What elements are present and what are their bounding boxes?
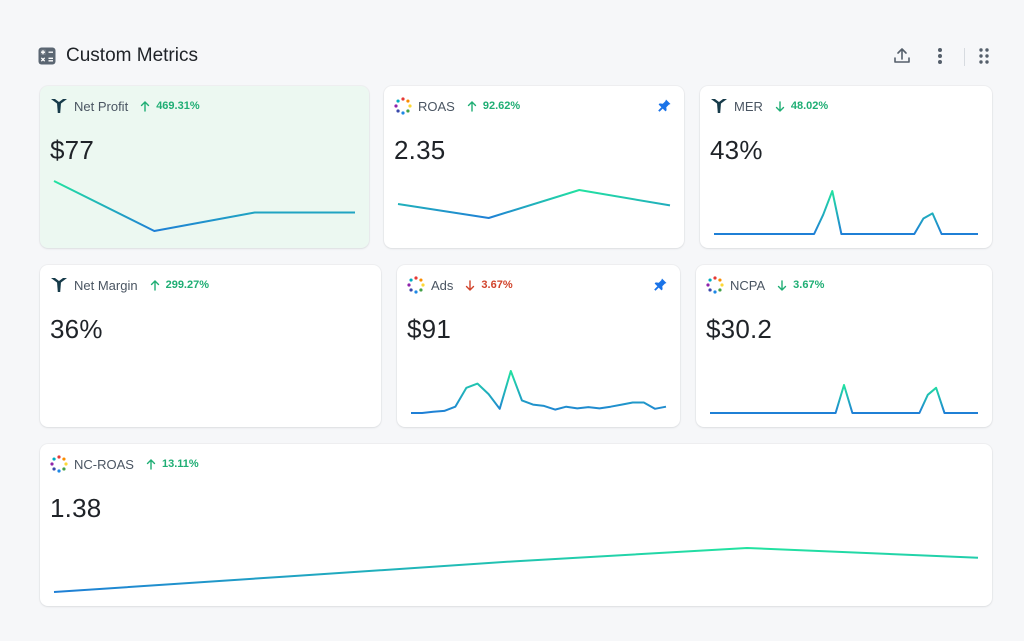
dotted-ring-icon — [50, 455, 68, 473]
arrow-up-icon — [467, 100, 477, 112]
metric-delta-badge: 3.67% — [465, 279, 513, 291]
metric-name: Net Profit — [74, 98, 129, 114]
header-divider — [964, 48, 965, 66]
metric-card-header: ROAS 92.62% — [394, 96, 520, 116]
metric-delta-badge: 13.11% — [146, 458, 199, 470]
sparkline-chart — [710, 384, 978, 414]
metric-delta-value: 48.02% — [790, 100, 829, 112]
dotted-ring-icon — [407, 276, 425, 294]
sparkline-series — [411, 370, 667, 414]
sparkline-chart — [397, 189, 671, 219]
arrow-up-icon — [150, 279, 159, 291]
pin-icon[interactable] — [656, 98, 672, 114]
metric-card[interactable]: MER 48.02% 43% — [700, 86, 992, 248]
triple-whale-icon — [710, 97, 728, 115]
dotted-ring-icon — [394, 97, 412, 115]
pin-icon[interactable] — [652, 277, 668, 293]
arrow-down-icon — [775, 100, 785, 112]
metric-card[interactable]: NCPA 3.67% $30.2 — [696, 265, 992, 427]
metric-delta-badge: 48.02% — [775, 100, 828, 112]
metric-delta-badge: 299.27% — [150, 279, 209, 291]
sparkline-chart — [53, 180, 355, 232]
arrow-up-icon — [146, 458, 156, 470]
metric-card[interactable]: NC-ROAS 13.11% 1.38 — [40, 444, 992, 606]
sparkline-series — [397, 189, 671, 219]
metric-value: $77 — [50, 135, 94, 165]
sparkline-chart — [53, 547, 979, 593]
metric-delta-value: 3.67% — [793, 279, 825, 291]
metric-card[interactable]: ROAS 92.62% 2.35 — [384, 86, 684, 248]
metric-card[interactable]: Net Profit 469.31% $77 — [40, 86, 369, 248]
more-vertical-icon[interactable] — [928, 44, 952, 68]
metric-delta-value: 3.67% — [481, 279, 513, 291]
metric-delta-value: 299.27% — [165, 279, 210, 291]
drag-handle-icon[interactable] — [972, 44, 996, 68]
metric-value: $30.2 — [706, 314, 773, 344]
sparkline-series — [710, 384, 978, 414]
sparkline-series — [714, 190, 978, 235]
metric-card[interactable]: Net Margin 299.27% 36% — [40, 265, 381, 427]
metric-name: ROAS — [418, 98, 455, 114]
metric-card-header: Net Margin 299.27% — [50, 275, 209, 295]
section-header: Custom Metrics — [38, 44, 992, 68]
metric-delta-badge: 469.31% — [140, 100, 200, 112]
sparkline-series — [53, 547, 979, 593]
upload-icon[interactable] — [890, 44, 914, 68]
arrow-down-icon — [777, 279, 787, 291]
metric-value: 1.38 — [50, 493, 102, 523]
metric-name: NCPA — [730, 277, 766, 293]
sparkline-series — [53, 180, 355, 232]
calculator-icon — [38, 47, 56, 65]
metric-name: Ads — [431, 277, 454, 293]
page-title: Custom Metrics — [66, 45, 198, 66]
sparkline-chart — [714, 190, 978, 235]
dotted-ring-icon — [706, 276, 724, 294]
metric-delta-value: 13.11% — [161, 458, 199, 470]
metric-delta-value: 469.31% — [156, 100, 200, 112]
sparkline-chart — [411, 370, 667, 414]
metric-value: 2.35 — [394, 135, 446, 165]
metric-card-header: Net Profit 469.31% — [50, 96, 200, 116]
metric-card[interactable]: Ads 3.67% $91 — [397, 265, 680, 427]
metric-name: MER — [734, 98, 763, 114]
metric-value: 43% — [710, 135, 763, 165]
metric-delta-badge: 92.62% — [467, 100, 520, 112]
metric-name: Net Margin — [74, 277, 138, 293]
arrow-up-icon — [140, 100, 150, 112]
metric-delta-badge: 3.67% — [777, 279, 824, 291]
metric-value: $91 — [407, 314, 451, 344]
triple-whale-icon — [50, 97, 68, 115]
metric-value: 36% — [50, 314, 103, 344]
metric-delta-value: 92.62% — [482, 100, 521, 112]
metric-card-header: NC-ROAS 13.11% — [50, 454, 199, 474]
metric-name: NC-ROAS — [74, 456, 134, 472]
metric-card-header: MER 48.02% — [710, 96, 828, 116]
triple-whale-icon — [50, 276, 68, 294]
metric-card-header: Ads 3.67% — [407, 275, 513, 295]
metric-card-header: NCPA 3.67% — [706, 275, 824, 295]
arrow-down-icon — [466, 279, 475, 291]
